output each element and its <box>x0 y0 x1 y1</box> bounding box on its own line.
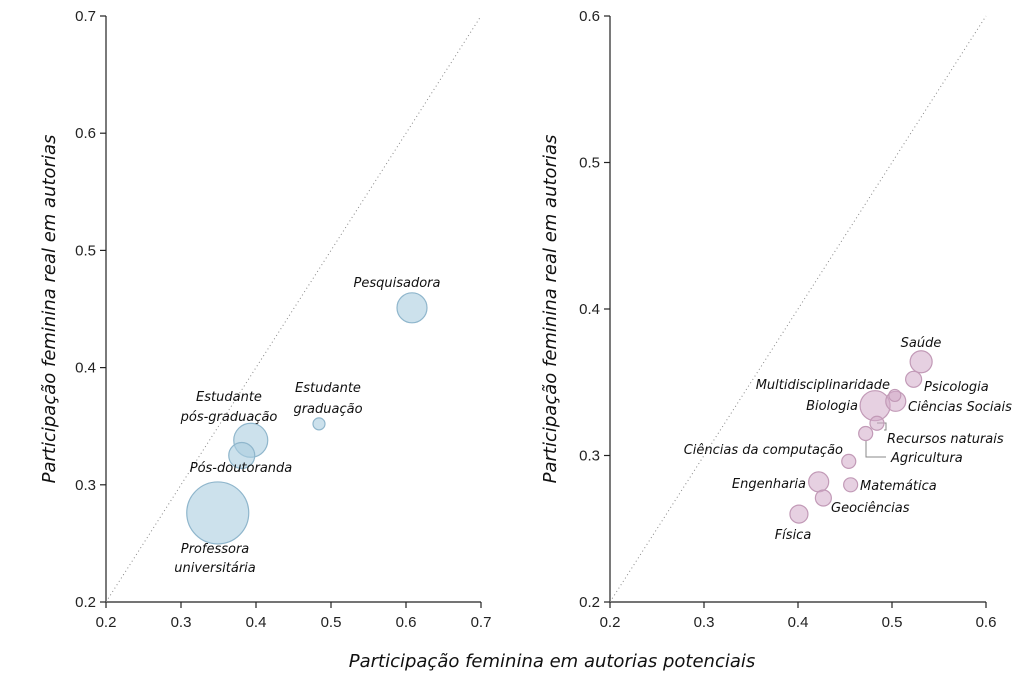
point-label-biologia: Biologia <box>806 399 858 414</box>
x-tick-label: 0.6 <box>396 614 417 631</box>
y-tick-label: 0.5 <box>75 242 96 259</box>
y-tick-label: 0.7 <box>75 8 96 25</box>
point-label-matematica: Matemática <box>860 479 937 494</box>
reference-line-y-equals-x <box>609 15 987 603</box>
bubble-matematica <box>843 477 859 493</box>
point-label-ciencias-da-computacao: Ciências da computação <box>684 443 843 458</box>
y-tick-label: 0.6 <box>579 8 600 25</box>
bubble-psicologia <box>905 370 923 388</box>
y-tick-label: 0.2 <box>75 594 96 611</box>
bubble-engenharia <box>808 471 830 493</box>
bubble-professora-universitaria <box>186 481 250 545</box>
y-tick-label: 0.3 <box>75 477 96 494</box>
bubble-saude <box>909 350 933 374</box>
y-tick-label: 0.6 <box>75 125 96 142</box>
leader-line-agricultura <box>865 440 886 458</box>
x-tick-label: 0.5 <box>321 614 342 631</box>
point-label-engenharia: Engenharia <box>732 477 806 492</box>
x-axis-title: Participação feminina em autorias potenc… <box>349 651 756 672</box>
x-tick-label: 0.5 <box>882 614 903 631</box>
y-axis-title: Participação feminina real em autorias <box>39 135 60 484</box>
panel-career-stage: 0.2 0.3 0.4 0.5 0.6 0.7 0.2 0.3 0.4 0.5 0.6 0.7 Part… <box>39 8 491 631</box>
x-tick-label: 0.6 <box>976 614 997 631</box>
point-label-estudante-pos-graduacao: pós-graduação <box>180 410 278 425</box>
x-tick-label: 0.7 <box>471 614 492 631</box>
x-tick-label: 0.3 <box>694 614 715 631</box>
panel-field: 0.2 0.3 0.4 0.5 0.6 0.2 0.3 0.4 0.5 0.6 Participaç… <box>540 8 1012 631</box>
point-label-pos-doutoranda: Pós-doutoranda <box>190 461 293 476</box>
bubble-estudante-graduacao <box>312 417 326 431</box>
point-label-recursos-naturais: Recursos naturais <box>887 432 1004 447</box>
bubble-pos-doutoranda <box>228 441 256 470</box>
y-tick-label: 0.3 <box>579 448 600 465</box>
bubble-multidisciplinaridade <box>888 388 902 403</box>
y-tick-label: 0.5 <box>579 155 600 172</box>
x-tick-label: 0.2 <box>96 614 117 631</box>
point-label-psicologia: Psicologia <box>924 380 989 395</box>
point-label-fisica: Física <box>775 528 812 543</box>
point-label-pesquisadora: Pesquisadora <box>354 276 441 291</box>
bubble-ciencias-da-computacao <box>841 453 857 469</box>
point-label-geociencias: Geociências <box>831 501 910 516</box>
bubble-geociencias <box>814 489 832 507</box>
x-tick-label: 0.4 <box>788 614 809 631</box>
point-label-professora-universitaria: Professora <box>181 542 250 557</box>
y-tick-label: 0.4 <box>579 301 600 318</box>
x-tick-label: 0.3 <box>171 614 192 631</box>
bubble-recursos-naturais <box>869 415 885 431</box>
point-label-estudante-graduacao: Estudante <box>295 381 361 396</box>
bubble-fisica <box>789 504 809 524</box>
point-label-ciencias-sociais: Ciências Sociais <box>908 400 1012 415</box>
point-label-agricultura: Agricultura <box>890 451 963 466</box>
y-tick-label: 0.4 <box>75 360 96 377</box>
y-tick-label: 0.2 <box>579 594 600 611</box>
bubble-agricultura <box>858 425 874 442</box>
bubble-pesquisadora <box>396 292 428 324</box>
point-label-multidisciplinaridade: Multidisciplinaridade <box>756 378 890 393</box>
x-tick-label: 0.4 <box>246 614 267 631</box>
y-axis-title: Participação feminina real em autorias <box>540 135 561 484</box>
point-label-estudante-pos-graduacao: Estudante <box>196 390 262 405</box>
point-label-estudante-graduacao: graduação <box>293 402 362 417</box>
point-label-professora-universitaria: universitária <box>174 561 256 576</box>
x-tick-label: 0.2 <box>600 614 621 631</box>
point-label-saude: Saúde <box>901 336 942 351</box>
